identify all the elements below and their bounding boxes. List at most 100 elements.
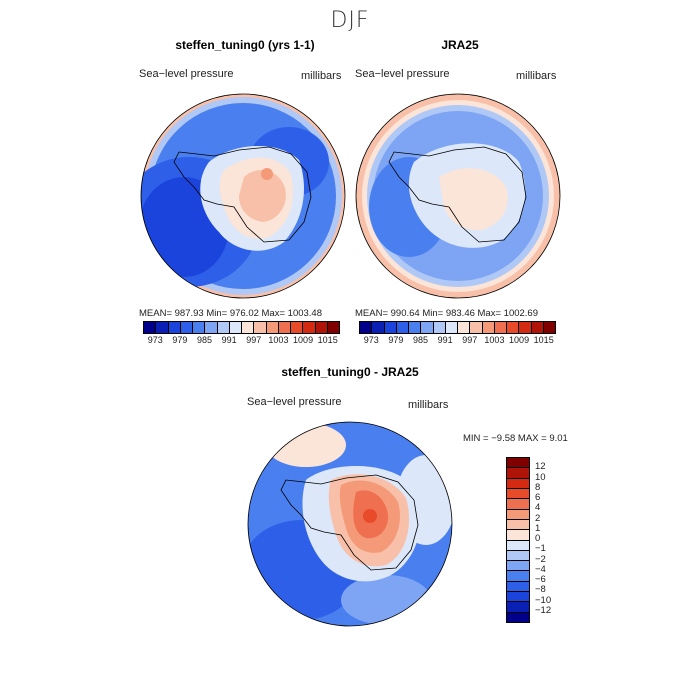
- colorbar-swatch: [229, 322, 242, 333]
- colorbar-swatch: [217, 322, 230, 333]
- colorbar-tick-label: 1009: [509, 335, 530, 345]
- colorbar-swatch: [507, 499, 529, 510]
- polar-map-model: [140, 93, 346, 299]
- colorbar-tick-label: 8: [535, 481, 541, 493]
- colorbar-tick-label: 1003: [484, 335, 505, 345]
- colorbar-swatch: [458, 322, 471, 333]
- colorbar-tick-label: 1003: [268, 335, 289, 345]
- colorbar-tick-label: −2: [535, 553, 546, 565]
- colorbar-swatch: [433, 322, 446, 333]
- colorbar-tick-label: 991: [437, 335, 453, 345]
- colorbar-swatch: [507, 571, 529, 582]
- colorbar-swatch: [409, 322, 422, 333]
- colorbar-swatch: [205, 322, 218, 333]
- colorbar-diff: [506, 457, 530, 623]
- polar-map-diff: [247, 421, 453, 627]
- colorbar-swatch: [445, 322, 458, 333]
- colorbar-swatch: [519, 322, 532, 333]
- variable-label-obs: Sea−level pressure: [355, 68, 450, 80]
- colorbar-swatch: [156, 322, 169, 333]
- colorbar-swatch: [531, 322, 544, 333]
- colorbar-swatch: [507, 530, 529, 541]
- colorbar-tick-label: 1: [535, 522, 541, 534]
- variable-label-diff: Sea−level pressure: [247, 396, 342, 408]
- colorbar-tick-label: 985: [197, 335, 213, 345]
- variable-label-model: Sea−level pressure: [139, 68, 234, 80]
- colorbar-swatch: [144, 322, 157, 333]
- panel-title-diff: steffen_tuning0 - JRA25: [281, 365, 419, 379]
- colorbar-swatch: [242, 322, 255, 333]
- stats-obs: MEAN= 990.64 Min= 983.46 Max= 1002.69: [355, 308, 538, 319]
- colorbar-swatch: [507, 612, 529, 622]
- colorbar-tick-label: 6: [535, 492, 541, 503]
- colorbar-swatch: [507, 592, 529, 603]
- colorbar-swatch: [291, 322, 304, 333]
- colorbar-ticks-obs: 973 979 985 991 997 1003 1009 1015: [359, 335, 556, 347]
- colorbar-swatch: [507, 581, 529, 593]
- colorbar-tick-label: 0: [535, 533, 541, 544]
- colorbar-obs: [359, 321, 556, 334]
- units-label-obs: millibars: [516, 70, 557, 82]
- colorbar-tick-label: 4: [535, 502, 541, 514]
- colorbar-swatch: [494, 322, 507, 333]
- colorbar-tick-label: 973: [363, 335, 379, 345]
- colorbar-tick-label: −6: [535, 574, 546, 585]
- colorbar-ticks-model: 973 979 985 991 997 1003 1009 1015: [143, 335, 340, 347]
- colorbar-swatch: [278, 322, 291, 333]
- colorbar-swatch: [507, 550, 529, 562]
- colorbar-swatch: [327, 322, 339, 333]
- colorbar-tick-label: 991: [221, 335, 237, 345]
- colorbar-tick-label: −1: [535, 543, 546, 555]
- colorbar-tick-label: 985: [413, 335, 429, 345]
- colorbar-swatch: [384, 322, 397, 333]
- colorbar-tick-label: 997: [246, 335, 262, 345]
- panel-title-obs: JRA25: [441, 38, 479, 52]
- units-label-model: millibars: [301, 70, 342, 82]
- colorbar-tick-label: 2: [535, 512, 541, 524]
- colorbar-tick-label: 1015: [317, 335, 338, 345]
- colorbar-swatch: [168, 322, 181, 333]
- colorbar-swatch: [507, 468, 529, 479]
- colorbar-swatch: [507, 509, 529, 520]
- colorbar-swatch: [180, 322, 193, 333]
- colorbar-tick-label: 1009: [293, 335, 314, 345]
- colorbar-swatch: [470, 322, 483, 333]
- colorbar-tick-label: 10: [535, 471, 546, 483]
- colorbar-tick-label: 979: [388, 335, 404, 345]
- colorbar-swatch: [507, 519, 529, 531]
- colorbar-swatch: [254, 322, 267, 333]
- colorbar-swatch: [507, 561, 529, 572]
- colorbar-swatch: [193, 322, 206, 333]
- colorbar-tick-label: −8: [535, 584, 546, 596]
- colorbar-swatch: [360, 322, 373, 333]
- stats-model: MEAN= 987.93 Min= 976.02 Max= 1003.48: [139, 308, 322, 319]
- colorbar-swatch: [507, 602, 529, 613]
- colorbar-swatch: [507, 540, 529, 551]
- colorbar-tick-label: 1015: [533, 335, 554, 345]
- colorbar-swatch: [507, 478, 529, 489]
- colorbar-swatch: [507, 458, 529, 469]
- colorbar-tick-label: −12: [535, 604, 552, 616]
- colorbar-tick-label: 973: [147, 335, 163, 345]
- colorbar-tick-label: −4: [535, 563, 546, 575]
- colorbar-tick-label: −10: [535, 594, 552, 606]
- colorbar-swatch: [303, 322, 316, 333]
- colorbar-swatch: [315, 322, 328, 333]
- units-label-diff: millibars: [408, 399, 449, 411]
- colorbar-swatch: [396, 322, 409, 333]
- polar-map-obs: [355, 93, 561, 299]
- colorbar-swatch: [421, 322, 434, 333]
- colorbar-swatch: [507, 488, 529, 500]
- colorbar-tick-label: 997: [462, 335, 478, 345]
- colorbar-swatch: [266, 322, 279, 333]
- colorbar-swatch: [482, 322, 495, 333]
- colorbar-tick-label: 12: [535, 461, 546, 473]
- colorbar-tick-label: 979: [172, 335, 188, 345]
- colorbar-model: [143, 321, 340, 334]
- panel-title-model: steffen_tuning0 (yrs 1-1): [175, 38, 315, 52]
- stats-diff: MIN = −9.58 MAX = 9.01: [463, 433, 568, 444]
- colorbar-swatch: [372, 322, 385, 333]
- colorbar-swatch: [543, 322, 555, 333]
- colorbar-swatch: [507, 322, 520, 333]
- season-title: DJF: [330, 8, 370, 33]
